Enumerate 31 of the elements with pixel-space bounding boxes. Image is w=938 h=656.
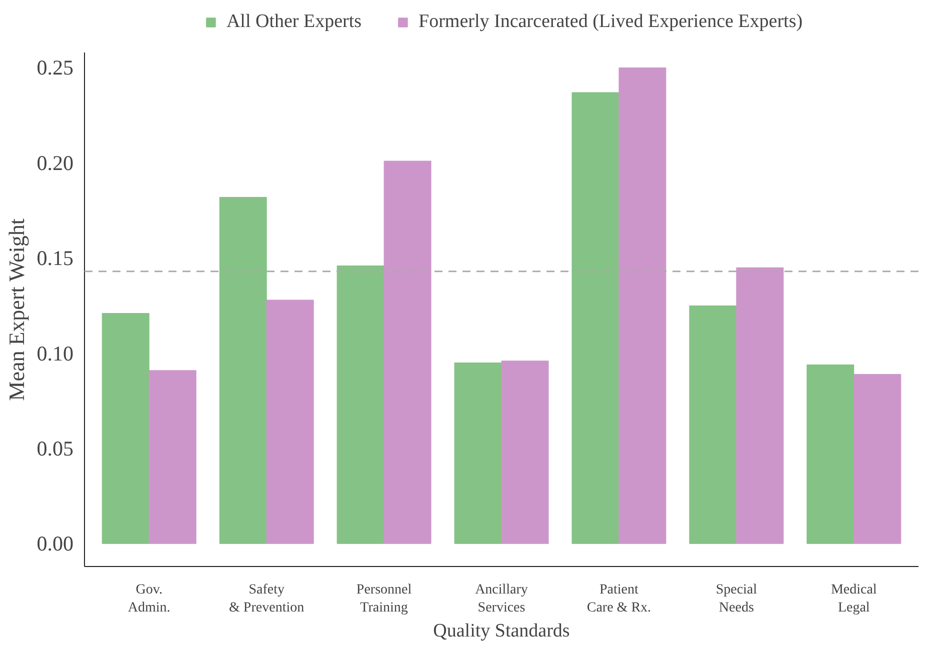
bar: [572, 92, 620, 544]
x-tick-label: Gov. Admin.: [128, 582, 170, 616]
legend-label: Formerly Incarcerated (Lived Experience Experts): [418, 11, 803, 33]
x-tick-label: Medical Legal: [830, 582, 877, 616]
bar: [689, 305, 737, 544]
y-tick-label: 0.25: [36, 56, 74, 80]
x-tick-label: Ancillary Services: [475, 582, 528, 616]
bar: [736, 267, 784, 544]
y-tick-label: 0.05: [36, 436, 74, 460]
x-tick-label: Personnel Training: [356, 582, 412, 616]
bar: [148, 370, 196, 544]
y-tick-label: 0.20: [36, 150, 74, 175]
bar: [454, 362, 502, 544]
bar: [806, 364, 854, 544]
y-axis-title: Mean Expert Weight: [4, 218, 29, 401]
x-tick-label: Patient Care & Rx.: [586, 582, 652, 616]
bar: [501, 360, 549, 544]
legend-label: All Other Experts: [226, 11, 362, 33]
bar: [219, 196, 267, 544]
bar: [336, 265, 384, 544]
x-axis-title: Quality Standards: [433, 620, 570, 642]
y-tick-label: 0.10: [36, 341, 74, 366]
y-tick-label: 0.00: [36, 532, 74, 556]
bar: [266, 300, 314, 544]
bar: [854, 374, 902, 544]
x-tick-label: Safety & Prevention: [229, 582, 304, 616]
bar: [618, 67, 666, 544]
x-tick-label: Special Needs: [716, 582, 758, 616]
bar: [384, 160, 432, 544]
y-tick-label: 0.15: [36, 246, 74, 270]
bar: [102, 313, 150, 544]
